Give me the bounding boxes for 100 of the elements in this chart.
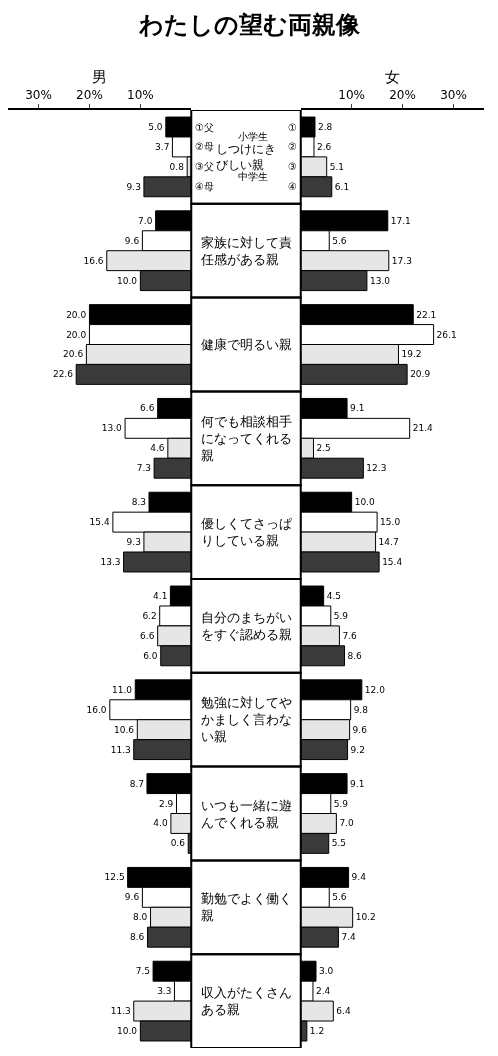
data-label: 13.0 [101, 423, 123, 434]
x-tick-label: 20% [76, 88, 103, 103]
y-tick-label: 勤勉でよく働く親 [201, 891, 292, 923]
data-label: 10.2 [355, 912, 376, 923]
data-label: 10.0 [117, 1026, 138, 1036]
data-label: 9.3 [126, 181, 141, 192]
data-label: 9.8 [353, 704, 369, 715]
series-label: ②母 [195, 141, 214, 152]
data-label: 7.4 [341, 932, 356, 943]
data-label: 3.7 [155, 141, 170, 152]
data-label: 5.0 [148, 122, 163, 133]
data-label: 12.0 [364, 684, 386, 695]
data-label: 20.6 [63, 349, 84, 360]
data-label: 7.3 [136, 463, 152, 474]
y-tick-label: しつけにきびしい親 [216, 142, 276, 172]
data-label: 13.3 [100, 557, 121, 567]
data-label: 20.0 [66, 329, 87, 340]
y-tick-label: 健康で明るい親 [201, 337, 292, 352]
data-label: 12.3 [366, 463, 387, 474]
series-label: ④母 [195, 181, 214, 192]
data-label: 9.6 [352, 724, 368, 735]
data-label: 2.4 [315, 986, 331, 997]
data-label: 10.0 [117, 275, 138, 286]
data-label: 14.7 [378, 537, 399, 548]
data-label: 2.8 [317, 122, 333, 133]
series-label: ④ [288, 181, 297, 192]
data-label: 2.6 [316, 141, 332, 152]
data-label: 17.3 [391, 255, 412, 266]
data-label: 8.6 [129, 932, 145, 943]
data-label: 9.2 [350, 744, 365, 755]
x-tick-label: 30% [25, 88, 52, 103]
x-tick-label: 30% [440, 88, 467, 103]
data-label: 7.6 [342, 630, 358, 641]
x-tick-label: 10% [338, 88, 365, 103]
y-tick-label: 収入がたくさんある親 [201, 985, 292, 1017]
data-label: 12.5 [104, 872, 125, 883]
x-axis-title: 女 [384, 67, 400, 86]
data-label: 3.3 [157, 986, 172, 997]
data-label: 0.8 [169, 161, 185, 172]
data-label: 6.6 [140, 403, 155, 414]
data-label: 11.3 [110, 744, 131, 755]
text: 小学生 [238, 131, 268, 142]
data-label: 4.5 [326, 591, 341, 602]
series-label: ③ [288, 161, 297, 172]
data-label: 19.2 [401, 349, 422, 360]
x-tick-label: 20% [389, 88, 416, 103]
y-tick-label: 何でも相談相手になってくれる親 [201, 414, 292, 463]
x-axis-title: 男 [92, 67, 108, 86]
data-label: 7.0 [339, 818, 354, 829]
data-label: 15.0 [380, 517, 401, 528]
data-label: 15.4 [89, 517, 110, 528]
data-label: 8.6 [347, 650, 363, 661]
data-label: 20.9 [410, 369, 431, 380]
data-label: 17.1 [390, 215, 411, 226]
data-label: 4.0 [153, 818, 168, 829]
text: わたしの望む両親像 [137, 10, 361, 39]
series-label: ③父 [195, 161, 214, 172]
data-label: 3.0 [319, 966, 334, 977]
data-label: 9.1 [350, 778, 365, 789]
data-label: 6.1 [334, 181, 350, 192]
data-label: 9.1 [350, 403, 365, 414]
data-label: 10.6 [113, 724, 135, 735]
series-label: ② [288, 141, 297, 152]
data-label: 26.1 [436, 329, 457, 340]
data-label: 6.2 [142, 610, 157, 621]
data-label: 15.4 [382, 557, 403, 567]
data-label: 21.4 [412, 423, 433, 434]
data-label: 4.6 [150, 443, 165, 454]
data-label: 2.5 [316, 443, 331, 454]
data-label: 4.1 [153, 591, 168, 602]
data-label: 9.3 [126, 537, 141, 548]
data-label: 22.1 [416, 309, 437, 320]
data-label: 6.0 [143, 650, 158, 661]
data-label: 7.0 [138, 215, 153, 226]
data-label: 5.6 [332, 235, 347, 246]
data-label: 6.4 [336, 1006, 351, 1017]
data-label: 1.2 [309, 1026, 325, 1036]
series-label: ① [288, 122, 297, 133]
y-tick-label: 家族に対して責任感がある親 [200, 235, 292, 267]
data-label: 11.3 [110, 1006, 131, 1017]
data-label: 8.3 [131, 497, 147, 508]
data-label: 5.6 [332, 892, 347, 903]
data-label: 16.0 [86, 704, 107, 715]
data-label: 0.6 [170, 838, 186, 849]
data-label: 5.9 [333, 798, 349, 809]
data-label: 11.0 [111, 684, 133, 695]
x-tick-label: 10% [127, 88, 154, 103]
data-label: 9.6 [124, 235, 140, 246]
data-label: 7.5 [135, 966, 151, 977]
series-label: ①父 [195, 122, 214, 133]
y-tick-label: 優しくてさっぱりしている親 [201, 516, 292, 548]
data-label: 9.6 [124, 892, 140, 903]
data-label: 5.5 [331, 838, 347, 849]
data-label: 10.0 [354, 497, 375, 508]
y-tick-label: いつも一緒に遊んでくれる親 [201, 798, 292, 830]
data-label: 9.4 [351, 872, 367, 883]
data-label: 2.9 [158, 798, 174, 809]
data-label: 8.0 [132, 912, 148, 923]
data-label: 8.7 [129, 778, 144, 789]
y-tick-label: 勉強に対してやかましく言わない親 [201, 695, 292, 744]
